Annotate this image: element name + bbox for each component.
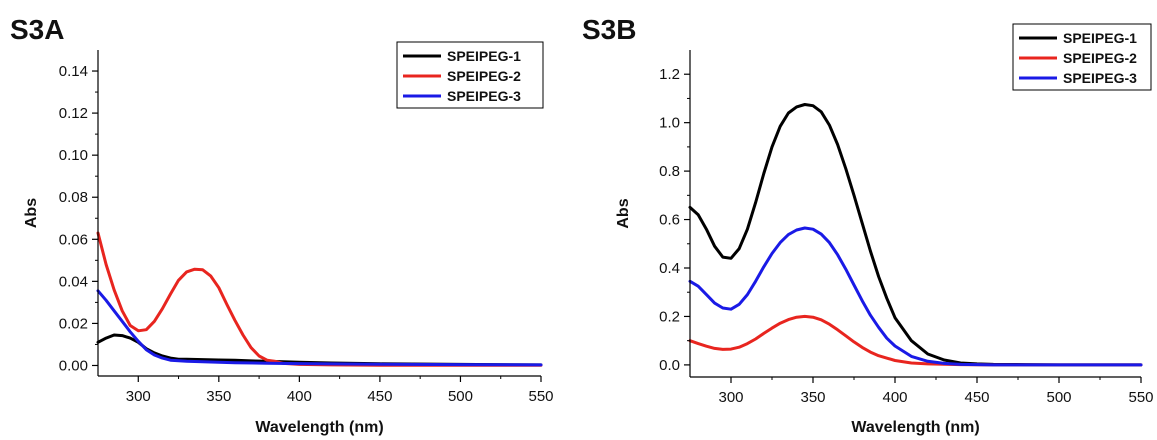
y-tick-label: 0.04 [59,273,88,290]
y-axis-title: Abs [23,198,40,228]
series-line-speipeg-2 [96,231,543,367]
x-tick-label: 500 [448,388,473,405]
legend-label: SPEIPEG-2 [447,68,521,84]
y-tick-label: 0.12 [59,105,88,122]
chart-s3b: 300 350 400 450 500 550 0.0 0.2 0.4 0.6 0.8 1.0 1.2 W… [615,23,1154,436]
x-tick-label: 300 [718,389,743,406]
x-tick-label: 500 [1046,389,1071,406]
series-line-speipeg-2 [688,314,1143,367]
series-line-speipeg-1 [688,103,1143,367]
y-tick-label: 0.14 [59,63,88,80]
y-tick-label: 0.4 [659,260,680,277]
y-tick-label: 0.06 [59,231,88,248]
series-line-speipeg-1 [96,333,543,367]
x-tick-label: 550 [1128,389,1153,406]
x-tick-label: 400 [882,389,907,406]
x-axis-title: Wavelength (nm) [851,419,979,436]
chart-panel-s3a: S3A 300 350 400 450 500 550 0.00 0.02 0.04 0.06 0.… [0,0,560,440]
legend-label: SPEIPEG-2 [1063,50,1137,66]
legend-label: SPEIPEG-1 [1063,30,1137,46]
y-tick-label: 1.0 [659,115,680,132]
series-line-speipeg-3 [96,289,543,367]
y-tick-label: 0.08 [59,189,88,206]
x-tick-label: 300 [126,388,151,405]
y-tick-label: 0.0 [659,357,680,374]
legend-label: SPEIPEG-1 [447,48,521,64]
panel-label: S3A [10,14,65,45]
chart-s3a: 300 350 400 450 500 550 0.00 0.02 0.04 0.06 0.08 0.… [23,41,554,436]
x-tick-label: 450 [964,389,989,406]
y-tick-label: 0.8 [659,163,680,180]
x-tick-label: 450 [367,388,392,405]
x-tick-label: 350 [206,388,231,405]
y-tick-label: 0.10 [59,147,88,164]
y-tick-label: 0.2 [659,308,680,325]
x-tick-label: 400 [287,388,312,405]
y-tick-label: 1.2 [659,66,680,83]
chart-panel-s3b: S3B 300 350 400 450 500 550 0.0 0.2 0.4 0.6 0.8 1.0… [560,0,1157,440]
x-tick-label: 350 [800,389,825,406]
y-tick-label: 0.00 [59,357,88,374]
x-axis-title: Wavelength (nm) [255,419,383,436]
y-axis-title: Abs [615,198,632,228]
legend-label: SPEIPEG-3 [447,88,521,104]
panel-label: S3B [582,14,637,45]
y-tick-label: 0.6 [659,212,680,229]
x-tick-label: 550 [528,388,553,405]
legend-label: SPEIPEG-3 [1063,70,1137,86]
y-tick-label: 0.02 [59,315,88,332]
series-line-speipeg-3 [688,226,1143,367]
